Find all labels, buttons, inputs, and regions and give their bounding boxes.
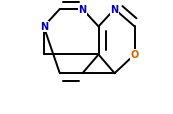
Text: N: N <box>111 5 119 15</box>
Text: N: N <box>40 22 48 32</box>
Text: O: O <box>130 50 139 60</box>
Text: N: N <box>78 5 86 15</box>
